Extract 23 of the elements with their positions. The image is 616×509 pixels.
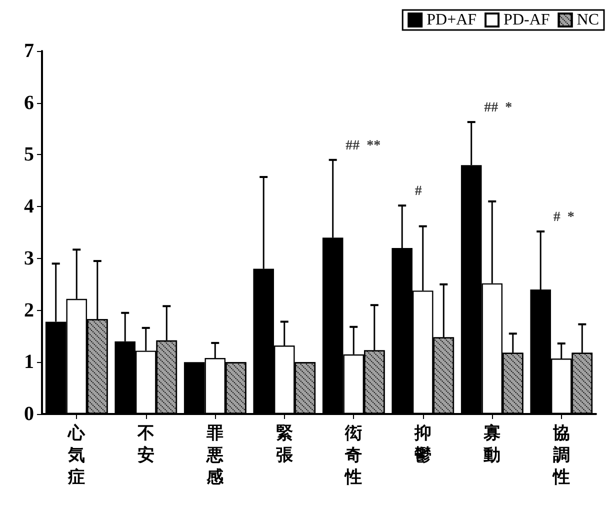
legend-label: PD-AF [504,12,550,28]
y-tick-label: 1 [24,351,34,374]
legend-label: PD+AF [426,12,477,28]
legend-label: NC [576,12,600,28]
annotation: ## ** [346,138,381,154]
y-tick-label: 2 [24,299,34,322]
x-tick-label: 衒奇性 [344,424,362,486]
x-tick-label: 協調性 [552,424,570,486]
x-tick-label: 不安 [136,424,154,464]
x-tick-label: 抑鬱 [413,424,432,464]
y-tick-label: 0 [24,403,34,425]
annotation: ## * [484,100,512,116]
annotation: # * [553,210,574,225]
x-tick-label: 緊張 [276,424,294,464]
y-tick-label: 7 [24,40,34,62]
annotation: # [414,184,422,200]
y-tick-label: 4 [24,196,34,218]
y-tick-label: 3 [24,247,34,270]
y-tick-label: 5 [24,144,34,166]
x-tick-label: 寡動 [482,424,501,464]
x-tick-label: 心気症 [67,424,86,486]
y-tick-label: 6 [24,92,34,114]
x-tick-label: 罪悪感 [206,424,225,486]
